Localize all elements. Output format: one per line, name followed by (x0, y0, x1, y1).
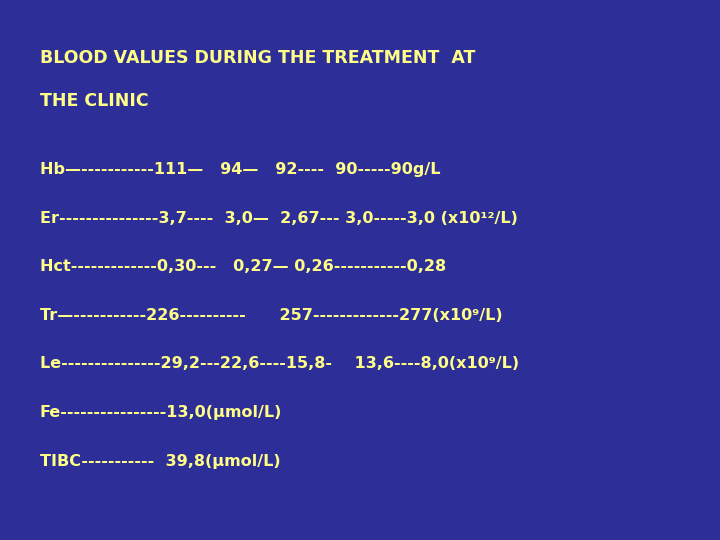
Text: Hct-------------0,30---   0,27— 0,26-----------0,28: Hct-------------0,30--- 0,27— 0,26------… (40, 259, 446, 274)
Text: TIBC-----------  39,8(μmol/L): TIBC----------- 39,8(μmol/L) (40, 454, 280, 469)
Text: Le---------------29,2---22,6----15,8-    13,6----8,0(x10⁹/L): Le---------------29,2---22,6----15,8- 13… (40, 356, 518, 372)
Text: THE CLINIC: THE CLINIC (40, 92, 148, 110)
Text: Er---------------3,7----  3,0—  2,67--- 3,0-----3,0 (x10¹²/L): Er---------------3,7---- 3,0— 2,67--- 3,… (40, 211, 518, 226)
Text: Tr—-----------226----------      257-------------277(x10⁹/L): Tr—-----------226---------- 257---------… (40, 308, 503, 323)
Text: BLOOD VALUES DURING THE TREATMENT  AT: BLOOD VALUES DURING THE TREATMENT AT (40, 49, 475, 66)
Text: Fe----------------13,0(μmol/L): Fe----------------13,0(μmol/L) (40, 405, 282, 420)
Text: Hb—-----------111—   94—   92----  90-----90g/L: Hb—-----------111— 94— 92---- 90-----90g… (40, 162, 440, 177)
